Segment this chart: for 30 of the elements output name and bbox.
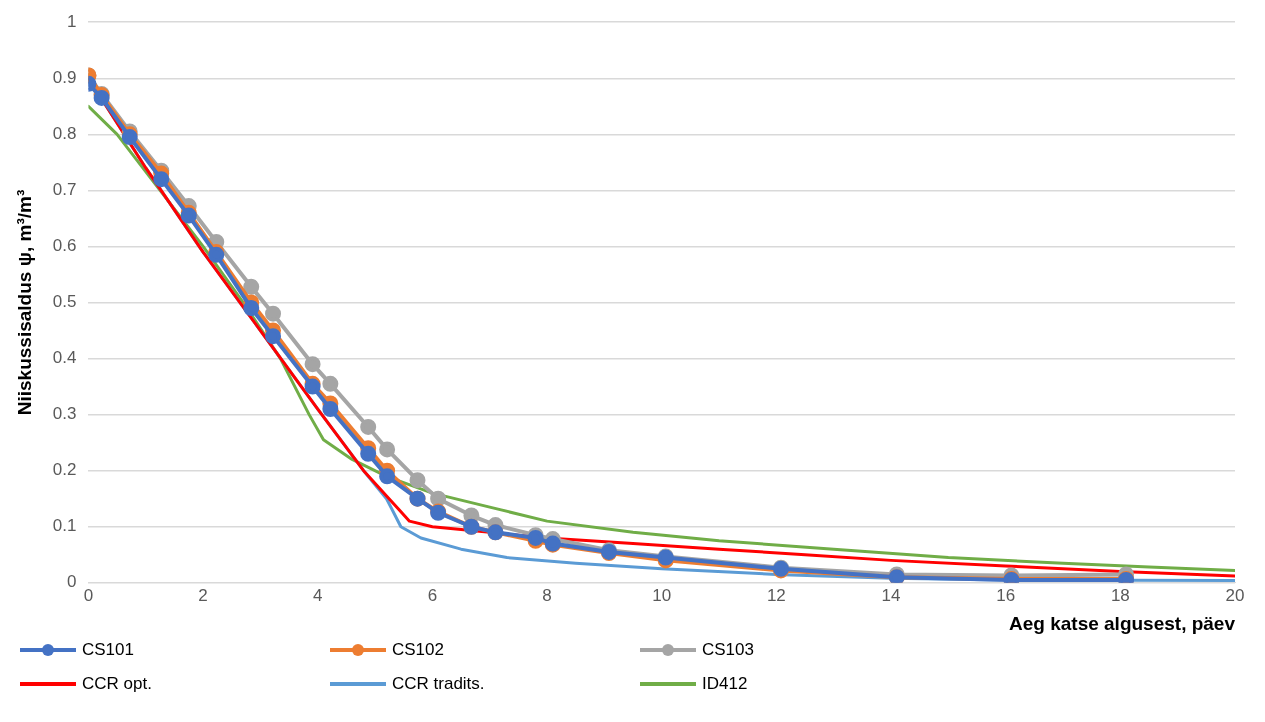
x-tick-label: 10 <box>652 585 672 605</box>
y-tick-label: 0.1 <box>52 516 77 536</box>
x-tick-label: 0 <box>83 585 94 605</box>
y-axis-title: Niiskussisaldus ψ, m³/m³ <box>13 189 35 416</box>
x-tick-label: 20 <box>1225 585 1245 605</box>
x-axis-title: Aeg katse algusest, päev <box>1009 612 1236 634</box>
legend-label: CCR tradits. <box>392 674 485 694</box>
x-tick-label: 16 <box>996 585 1016 605</box>
y-tick-label: 0.5 <box>52 292 77 312</box>
y-tick-label: 0.4 <box>52 348 77 368</box>
y-tick-label: 0.8 <box>52 124 77 144</box>
y-tick-label: 0.2 <box>52 460 77 480</box>
x-tick-label: 2 <box>198 585 208 605</box>
x-tick-label: 8 <box>542 585 552 605</box>
x-tick-label: 4 <box>313 585 323 605</box>
legend-label: ID412 <box>702 674 748 694</box>
y-tick-label: 0 <box>66 572 77 592</box>
legend-label: CCR opt. <box>82 674 152 694</box>
legend-label: CS101 <box>82 640 134 660</box>
x-tick-label: 14 <box>881 585 901 605</box>
y-tick-label: 0.6 <box>52 236 77 256</box>
x-tick-label: 12 <box>766 585 786 605</box>
x-tick-label: 18 <box>1110 585 1130 605</box>
y-tick-label: 0.9 <box>52 67 77 87</box>
x-tick-label: 6 <box>427 585 438 605</box>
y-tick-label: 1 <box>66 11 77 31</box>
y-tick-label: 0.7 <box>52 180 77 200</box>
legend-label: CS103 <box>702 640 754 660</box>
legend-label: CS102 <box>392 640 444 660</box>
y-tick-label: 0.3 <box>52 404 77 424</box>
